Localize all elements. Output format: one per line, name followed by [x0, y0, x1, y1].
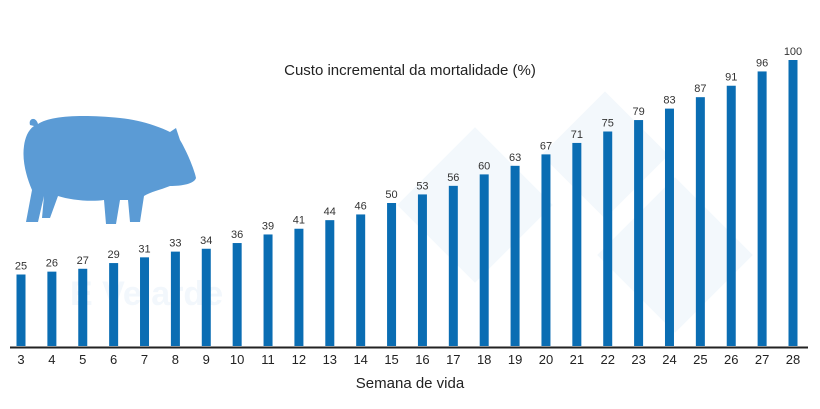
x-tick-label: 4 [48, 352, 55, 367]
bar-week-15 [387, 203, 397, 346]
x-tick-label: 21 [570, 352, 584, 367]
data-label: 26 [46, 258, 58, 270]
bar-week-13 [325, 220, 335, 346]
data-label: 36 [231, 229, 243, 241]
bar-week-18 [479, 174, 489, 346]
bars-group: 25 26 27 29 31 33 34 36 39 41 44 46 50 53 56 60 63 67 71 75… [15, 46, 802, 347]
data-label: 46 [355, 200, 367, 212]
data-label: 79 [632, 106, 644, 118]
x-tick-label: 26 [724, 352, 738, 367]
x-tick-label: 20 [539, 352, 553, 367]
bar-week-11 [263, 234, 273, 346]
x-tick-label: 23 [631, 352, 645, 367]
bar-week-25 [695, 97, 705, 347]
bar-week-12 [294, 228, 304, 346]
x-tick-label: 9 [203, 352, 210, 367]
bar-week-5 [78, 268, 88, 346]
data-label: 87 [694, 83, 706, 95]
x-tick-labels: 3 4 5 6 7 8 9 10 11 12 13 14 15 16 17 18 19 20 21 22 23 24 25 2… [17, 352, 800, 367]
bar-week-20 [541, 154, 551, 346]
data-label: 60 [478, 160, 490, 172]
x-tick-label: 3 [17, 352, 24, 367]
x-tick-label: 17 [446, 352, 460, 367]
data-label: 56 [447, 172, 459, 184]
x-tick-label: 7 [141, 352, 148, 367]
data-label: 100 [784, 46, 802, 58]
bar-week-19 [510, 165, 520, 346]
bar-week-27 [757, 71, 767, 346]
x-tick-label: 10 [230, 352, 244, 367]
x-tick-label: 11 [261, 352, 275, 367]
x-tick-label: 18 [477, 352, 491, 367]
x-tick-label: 8 [172, 352, 179, 367]
bar-week-28 [788, 60, 798, 346]
x-tick-label: 24 [662, 352, 676, 367]
data-label: 25 [15, 261, 27, 273]
bar-week-16 [417, 194, 427, 346]
data-label: 53 [416, 180, 428, 192]
data-label: 83 [663, 95, 675, 107]
x-tick-label: 16 [415, 352, 429, 367]
x-tick-label: 27 [755, 352, 769, 367]
bar-week-23 [634, 120, 644, 346]
x-tick-label: 6 [110, 352, 117, 367]
data-label: 50 [385, 189, 397, 201]
data-label: 31 [138, 243, 150, 255]
data-label: 75 [602, 118, 614, 130]
x-axis-label: Semana de vida [356, 375, 465, 392]
bar-week-6 [109, 263, 119, 346]
bar-week-22 [603, 131, 613, 346]
data-label: 44 [324, 206, 336, 218]
bar-week-10 [232, 243, 242, 346]
x-tick-label: 13 [323, 352, 337, 367]
bar-week-26 [726, 85, 736, 347]
x-tick-label: 28 [786, 352, 800, 367]
bar-week-24 [664, 108, 674, 347]
data-label: 29 [108, 249, 120, 261]
x-tick-label: 22 [600, 352, 614, 367]
data-label: 71 [571, 129, 583, 141]
data-label: 34 [200, 235, 212, 247]
data-label: 41 [293, 215, 305, 227]
bar-week-17 [448, 185, 458, 346]
x-tick-label: 25 [693, 352, 707, 367]
x-tick-label: 15 [384, 352, 398, 367]
data-label: 33 [169, 238, 181, 250]
data-label: 91 [725, 72, 737, 84]
data-label: 39 [262, 220, 274, 232]
chart-title: Custo incremental da mortalidade (%) [284, 62, 536, 79]
bar-week-14 [356, 214, 366, 346]
bar-week-7 [140, 257, 150, 346]
bar-week-8 [170, 251, 180, 346]
data-label: 63 [509, 152, 521, 164]
bar-week-3 [16, 274, 26, 346]
data-label: 27 [77, 255, 89, 267]
pig-icon [23, 116, 197, 224]
bar-week-4 [47, 271, 57, 346]
bar-week-21 [572, 142, 582, 346]
x-tick-label: 12 [292, 352, 306, 367]
x-tick-label: 19 [508, 352, 522, 367]
x-tick-label: 5 [79, 352, 86, 367]
x-tick-label: 14 [353, 352, 367, 367]
data-label: 96 [756, 57, 768, 69]
bar-week-9 [201, 248, 211, 346]
data-label: 67 [540, 140, 552, 152]
